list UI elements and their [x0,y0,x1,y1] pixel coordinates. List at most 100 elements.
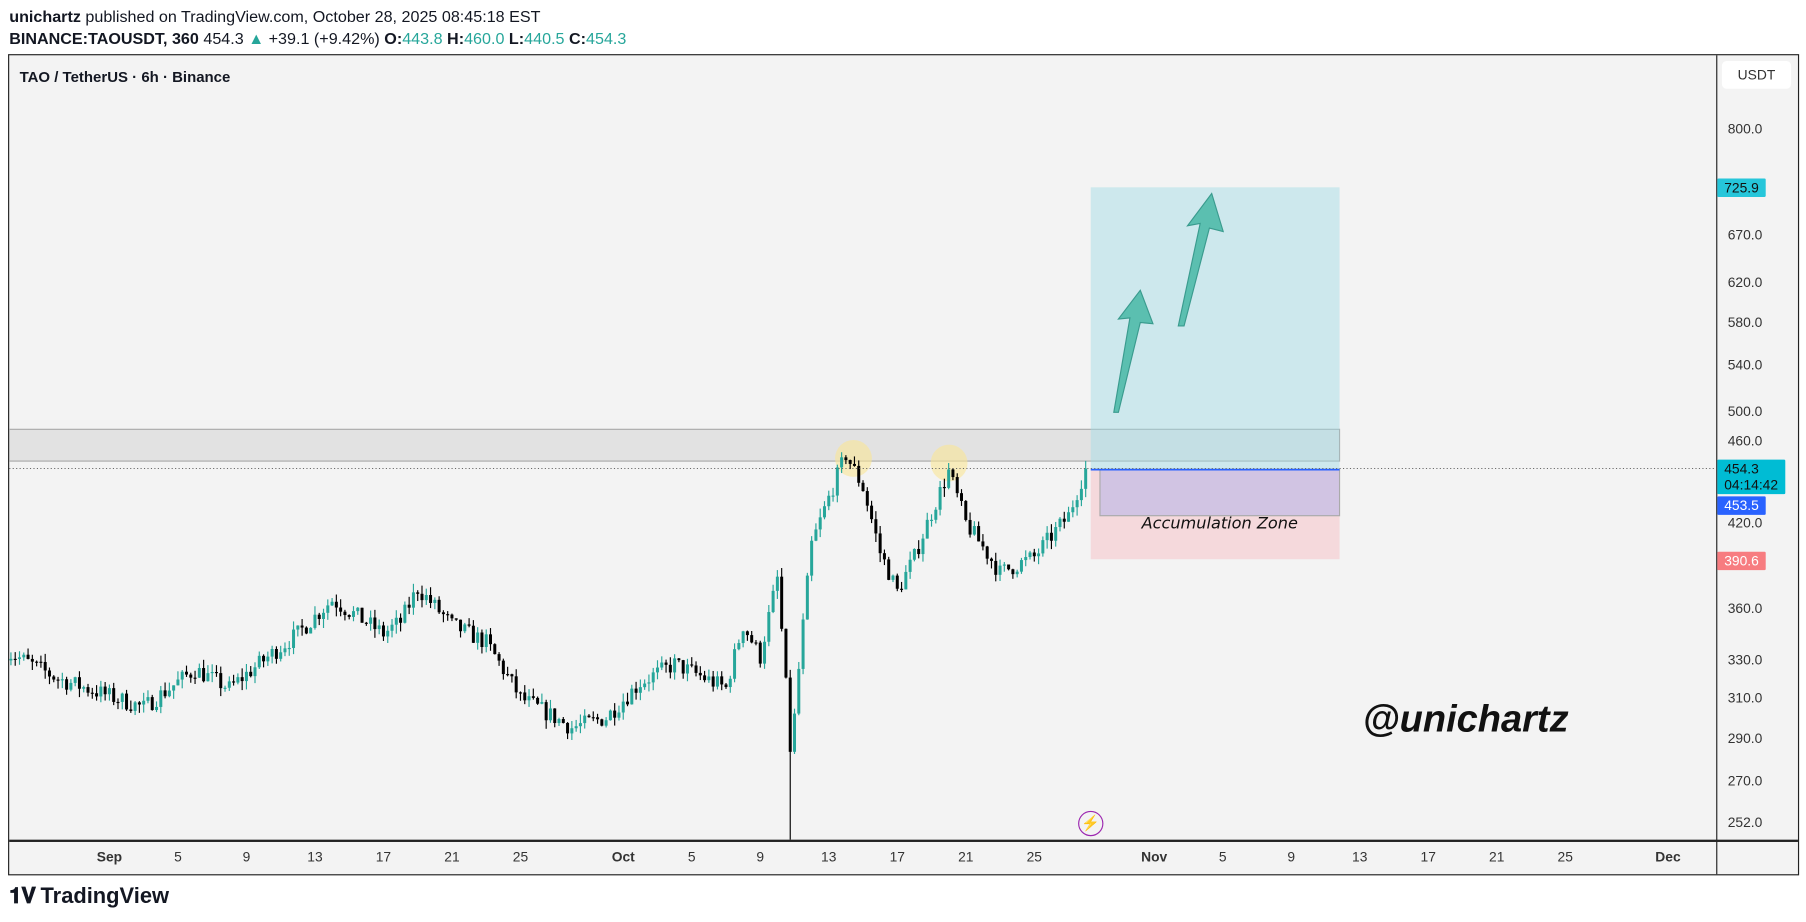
time-tick: 13 [1352,848,1368,866]
candle-body [1054,527,1058,541]
time-tick: 9 [1287,848,1296,866]
last-price-value: 454.3 [1724,460,1759,477]
candle-body [112,688,116,702]
candle-body [322,612,326,619]
candle-body [985,546,989,559]
candle-body [167,690,171,697]
entry-price-label: 453.5 [1717,496,1766,515]
currency-button[interactable]: USDT [1721,61,1792,89]
candle-body [626,701,630,705]
candle-body [891,575,895,580]
candle-body [810,540,814,576]
candle-body [189,674,193,678]
chart-title: TAO / TetherUS · 6h · Binance [19,67,231,86]
publish-date: published on TradingView.com, October 28… [85,6,541,26]
candle-body [638,687,642,693]
price-tick: 460.0 [1727,433,1763,450]
candle-body [566,722,570,734]
time-tick: 21 [958,848,974,866]
candle-body [394,617,398,625]
candle-body [77,677,81,689]
time-tick: Oct [611,848,635,866]
time-tick: 13 [821,848,837,866]
tradingview-logo[interactable]: 𝟏𝐕 TradingView [9,885,169,910]
candle-body [407,604,411,608]
candle-body [711,676,715,687]
candle-body [26,654,30,659]
candle-body [814,529,818,541]
candle-body [677,658,681,661]
time-axis-divider [9,839,1798,842]
candle-body [715,676,719,687]
candle-body [767,612,771,642]
candle-body [129,709,133,711]
candle-body [763,641,767,664]
chart-frame[interactable]: TAO / TetherUS · 6h · Binance Accumulati… [8,54,1800,876]
candle-body [1062,518,1066,522]
candle-body [214,671,218,674]
candle-body [583,715,587,724]
candle-body [377,625,381,630]
candle-body [587,715,591,718]
candle-body [73,677,77,683]
candle-body [441,612,445,615]
candle-body [493,644,497,655]
time-tick: 5 [687,848,696,866]
candle-body [908,559,912,572]
last-price: 454.3 [203,28,244,48]
plot-area[interactable]: TAO / TetherUS · 6h · Binance Accumulati… [9,55,1717,840]
candle-body [65,679,69,690]
candle-body [651,672,655,683]
candle-body [831,495,835,497]
author[interactable]: unichartz [9,6,81,26]
candle-body [1041,540,1045,554]
price-tick: 360.0 [1727,600,1763,617]
candle-body [240,677,244,682]
candle-body [570,728,574,734]
candle-body [972,526,976,535]
candle-body [553,708,557,724]
candle-body [52,676,56,680]
candle-body [827,495,831,507]
candle-body [1075,500,1079,508]
candle-body [925,519,929,539]
lightning-icon[interactable]: ⚡ [1078,810,1104,837]
candle-body [848,460,852,464]
candle-body [840,457,844,468]
candle-body [476,632,480,643]
candle-body [707,676,711,681]
candle-body [960,493,963,501]
candle-body [99,686,103,697]
time-tick: 5 [174,848,182,866]
candle-body [617,712,621,718]
candle-body [159,690,163,707]
candle-body [43,661,47,671]
candle-body [673,658,677,673]
candle-body [664,662,668,665]
candle-body [574,726,578,729]
candle-body [861,482,865,492]
candle-body [283,648,287,653]
candle-body [313,614,317,628]
candle-body [930,519,934,521]
candle-body [1084,468,1088,489]
candle-body [120,693,124,702]
candle-body [621,701,625,713]
candle-body [793,713,797,752]
time-tick: Sep [96,848,123,866]
candle-body [741,631,745,644]
candle-body [360,607,364,623]
candle-body [758,642,762,664]
candle-body [780,576,784,629]
candle-body [1019,560,1023,572]
candle-body [480,632,484,648]
candle-body [536,697,540,704]
candle-body [506,674,510,676]
high-label: H: [447,28,465,48]
time-tick: 17 [1420,848,1436,866]
candle-body [446,614,450,616]
candle-body [728,678,732,688]
candle-body [685,664,689,674]
candle-body [510,674,514,677]
candle-body [1071,507,1075,513]
